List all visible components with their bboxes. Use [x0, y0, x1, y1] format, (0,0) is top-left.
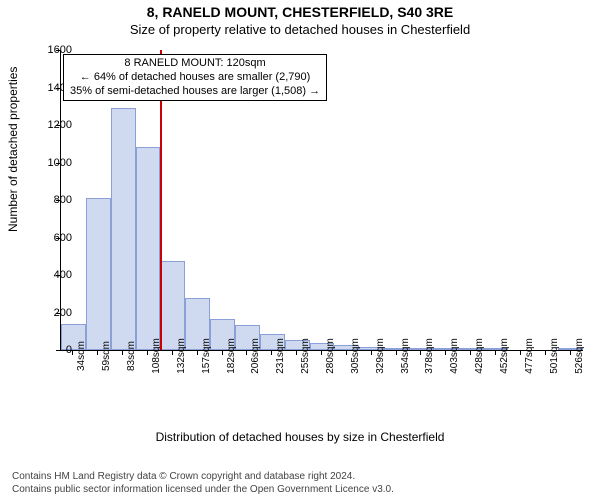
y-tick-mark: [56, 238, 60, 239]
x-tick-mark: [122, 351, 123, 355]
y-tick-label: 1000: [32, 157, 72, 169]
y-tick-mark: [56, 125, 60, 126]
x-tick-mark: [72, 351, 73, 355]
x-tick-mark: [346, 351, 347, 355]
x-tick-label: 157sqm: [201, 338, 212, 374]
y-tick-label: 200: [32, 307, 72, 319]
x-axis-label: Distribution of detached houses by size …: [0, 430, 600, 444]
x-tick-label: 428sqm: [474, 338, 485, 374]
x-tick-mark: [246, 351, 247, 355]
y-tick-label: 1200: [32, 119, 72, 131]
y-tick-mark: [56, 313, 60, 314]
x-tick-label: 255sqm: [300, 338, 311, 374]
y-tick-mark: [56, 275, 60, 276]
annotation-line: 35% of semi-detached houses are larger (…: [70, 85, 320, 99]
x-tick-label: 305sqm: [350, 338, 361, 374]
x-tick-label: 378sqm: [424, 338, 435, 374]
x-tick-mark: [545, 351, 546, 355]
histogram-bar: [160, 261, 185, 350]
x-tick-label: 83sqm: [126, 341, 137, 371]
histogram-bar: [111, 108, 136, 350]
histogram-bar: [136, 147, 161, 350]
x-tick-mark: [420, 351, 421, 355]
x-tick-label: 354sqm: [400, 338, 411, 374]
attribution-line-1: Contains HM Land Registry data © Crown c…: [12, 470, 394, 483]
x-tick-label: 34sqm: [76, 341, 87, 371]
x-tick-label: 59sqm: [101, 341, 112, 371]
page-subtitle: Size of property relative to detached ho…: [0, 22, 600, 37]
y-tick-mark: [56, 88, 60, 89]
annotation-line: 8 RANELD MOUNT: 120sqm: [70, 57, 320, 71]
x-tick-mark: [321, 351, 322, 355]
y-tick-label: 800: [32, 194, 72, 206]
y-tick-label: 600: [32, 232, 72, 244]
attribution-line-2: Contains public sector information licen…: [12, 483, 394, 496]
x-tick-label: 132sqm: [176, 338, 187, 374]
x-tick-mark: [147, 351, 148, 355]
annotation-line: ← 64% of detached houses are smaller (2,…: [70, 71, 320, 85]
y-axis-label: Number of detached properties: [6, 67, 20, 232]
x-tick-label: 501sqm: [549, 338, 560, 374]
x-tick-label: 231sqm: [275, 338, 286, 374]
x-tick-mark: [97, 351, 98, 355]
chart-container: Number of detached properties 8 RANELD M…: [0, 42, 600, 452]
x-tick-label: 329sqm: [375, 338, 386, 374]
x-tick-mark: [396, 351, 397, 355]
x-tick-label: 452sqm: [499, 338, 510, 374]
y-tick-mark: [56, 200, 60, 201]
y-tick-mark: [56, 163, 60, 164]
x-tick-mark: [445, 351, 446, 355]
x-tick-mark: [520, 351, 521, 355]
x-tick-mark: [222, 351, 223, 355]
histogram-bar: [86, 198, 111, 350]
x-tick-label: 477sqm: [524, 338, 535, 374]
x-tick-mark: [495, 351, 496, 355]
x-tick-mark: [197, 351, 198, 355]
x-tick-label: 526sqm: [574, 338, 585, 374]
x-tick-mark: [271, 351, 272, 355]
annotation-box: 8 RANELD MOUNT: 120sqm← 64% of detached …: [63, 54, 327, 101]
y-tick-mark: [56, 350, 60, 351]
x-tick-mark: [470, 351, 471, 355]
x-tick-label: 280sqm: [325, 338, 336, 374]
x-tick-label: 206sqm: [250, 338, 261, 374]
y-tick-label: 0: [32, 344, 72, 356]
x-tick-mark: [172, 351, 173, 355]
x-tick-mark: [371, 351, 372, 355]
y-tick-mark: [56, 50, 60, 51]
x-tick-mark: [570, 351, 571, 355]
x-tick-label: 182sqm: [226, 338, 237, 374]
y-tick-label: 400: [32, 269, 72, 281]
x-tick-label: 403sqm: [449, 338, 460, 374]
page-title: 8, RANELD MOUNT, CHESTERFIELD, S40 3RE: [0, 4, 600, 20]
attribution-text: Contains HM Land Registry data © Crown c…: [12, 470, 394, 496]
x-tick-mark: [296, 351, 297, 355]
plot-area: 8 RANELD MOUNT: 120sqm← 64% of detached …: [60, 50, 583, 351]
